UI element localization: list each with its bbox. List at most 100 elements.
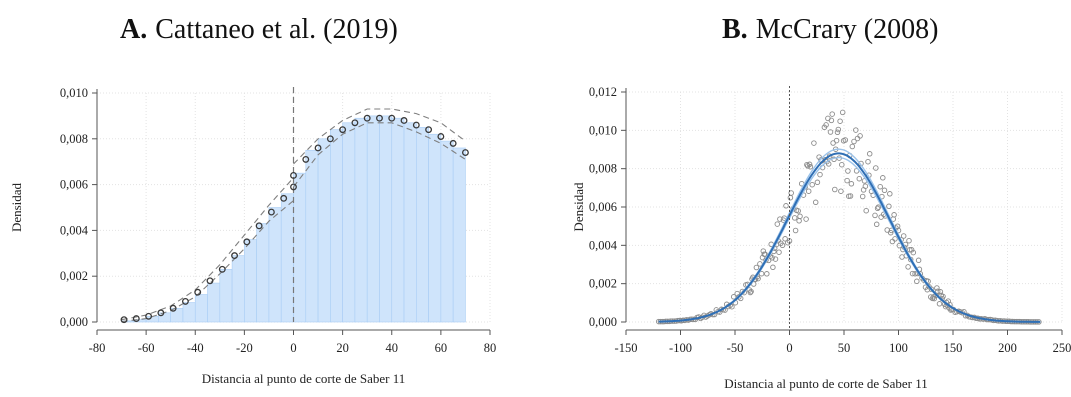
point-right-14 bbox=[461, 149, 469, 156]
point-177 bbox=[881, 187, 888, 194]
panel-a-title: A. Cattaneo et al. (2019) bbox=[120, 14, 398, 46]
point-42 bbox=[729, 303, 735, 310]
point-133 bbox=[833, 137, 840, 144]
point-left-5 bbox=[181, 297, 189, 305]
chart-a: -80 -60 -40 -20 0 20 40 60 80 0,000 0,002 0,004 0,00… bbox=[9, 86, 497, 386]
point-left-13 bbox=[280, 194, 288, 202]
point-68 bbox=[762, 251, 768, 257]
density-fit-line bbox=[658, 152, 1041, 323]
point-184 bbox=[889, 238, 896, 245]
point-right-10 bbox=[412, 121, 420, 129]
point-149 bbox=[849, 143, 856, 150]
point-135 bbox=[835, 126, 842, 133]
point-82 bbox=[776, 249, 782, 255]
point-98 bbox=[795, 208, 801, 214]
x-tick-label-3: -20 bbox=[236, 341, 253, 355]
point-151 bbox=[853, 127, 859, 133]
point-154 bbox=[856, 175, 863, 182]
point-164 bbox=[866, 151, 873, 157]
x-tick-label-6: 150 bbox=[944, 341, 963, 355]
band-upper bbox=[658, 148, 1041, 323]
y-tick-label-0: 0,000 bbox=[60, 315, 88, 329]
point-170 bbox=[874, 205, 881, 212]
point-left-6 bbox=[194, 288, 202, 296]
point-169 bbox=[873, 221, 880, 228]
y-tick-label-4: 0,008 bbox=[589, 162, 617, 176]
point-148 bbox=[848, 181, 855, 187]
y-tick-label-1: 0,002 bbox=[60, 269, 88, 283]
y-tick-label-5: 0,010 bbox=[589, 123, 617, 137]
point-right-1 bbox=[302, 155, 310, 163]
point-147 bbox=[847, 193, 854, 199]
point-74 bbox=[769, 255, 775, 261]
x-tick-label-0: -80 bbox=[89, 341, 106, 355]
point-114 bbox=[816, 154, 822, 160]
point-206 bbox=[912, 270, 918, 277]
point-138 bbox=[838, 188, 844, 194]
y-tick-label-6: 0,012 bbox=[589, 85, 617, 99]
x-tick-label-2: -50 bbox=[727, 341, 744, 355]
point-left-1 bbox=[132, 315, 140, 323]
point-52 bbox=[746, 287, 753, 293]
point-175 bbox=[880, 175, 886, 181]
x-tick-label-4: 0 bbox=[290, 341, 296, 355]
point-228 bbox=[937, 289, 944, 295]
point-225 bbox=[934, 285, 940, 291]
x-tick-label-5: 100 bbox=[889, 341, 908, 355]
point-left-12 bbox=[267, 208, 275, 216]
point-168 bbox=[873, 165, 879, 171]
point-left-9 bbox=[231, 252, 238, 260]
point-181 bbox=[887, 191, 893, 197]
point-226 bbox=[934, 288, 941, 295]
x-tick-label-3: 0 bbox=[786, 341, 792, 355]
point-left-2 bbox=[145, 312, 153, 320]
x-tick-label-1: -60 bbox=[138, 341, 155, 355]
y-tick-label-3: 0,006 bbox=[589, 200, 617, 214]
x-tick-label-8: 80 bbox=[484, 341, 497, 355]
x-tick-label-0: -150 bbox=[615, 341, 638, 355]
point-left-14 bbox=[290, 183, 297, 191]
y-tick-label-2: 0,004 bbox=[60, 223, 89, 237]
point-left-10 bbox=[243, 238, 251, 246]
point-left-7 bbox=[206, 277, 214, 285]
point-108 bbox=[806, 161, 813, 168]
point-left-0 bbox=[120, 316, 128, 324]
point-140 bbox=[839, 109, 846, 116]
point-142 bbox=[842, 137, 849, 143]
y-tick-label-2: 0,004 bbox=[589, 238, 618, 252]
point-203 bbox=[908, 247, 915, 253]
point-137 bbox=[837, 118, 843, 124]
point-96 bbox=[792, 227, 799, 234]
point-left-8 bbox=[218, 265, 226, 273]
point-111 bbox=[811, 140, 817, 146]
point-227 bbox=[936, 301, 943, 307]
point-134 bbox=[834, 129, 841, 136]
point-100 bbox=[797, 213, 803, 220]
point-180 bbox=[886, 203, 892, 210]
point-195 bbox=[900, 233, 907, 239]
point-131 bbox=[832, 186, 838, 193]
ci-lower-right bbox=[293, 122, 466, 188]
x-tick-label-7: 60 bbox=[435, 341, 448, 355]
point-126 bbox=[827, 129, 834, 135]
point-60 bbox=[753, 264, 760, 271]
y-axis-label: Densidad bbox=[571, 182, 586, 232]
point-right-13 bbox=[449, 139, 457, 147]
histogram-bar-right-13 bbox=[452, 147, 466, 323]
point-right-12 bbox=[437, 133, 445, 140]
point-112 bbox=[812, 199, 819, 206]
x-tick-label-8: 250 bbox=[1053, 341, 1071, 355]
point-right-7 bbox=[376, 114, 383, 122]
x-axis-label: Distancia al punto de corte de Saber 11 bbox=[724, 376, 927, 391]
point-right-0 bbox=[290, 171, 297, 179]
panel-a-letter: A. bbox=[120, 14, 148, 45]
point-80 bbox=[774, 221, 781, 227]
x-tick-label-1: -100 bbox=[669, 341, 692, 355]
point-204 bbox=[909, 270, 916, 277]
point-53 bbox=[747, 289, 754, 296]
point-121 bbox=[823, 122, 829, 128]
point-89 bbox=[783, 203, 789, 209]
point-205 bbox=[910, 249, 917, 256]
point-99 bbox=[796, 218, 802, 224]
